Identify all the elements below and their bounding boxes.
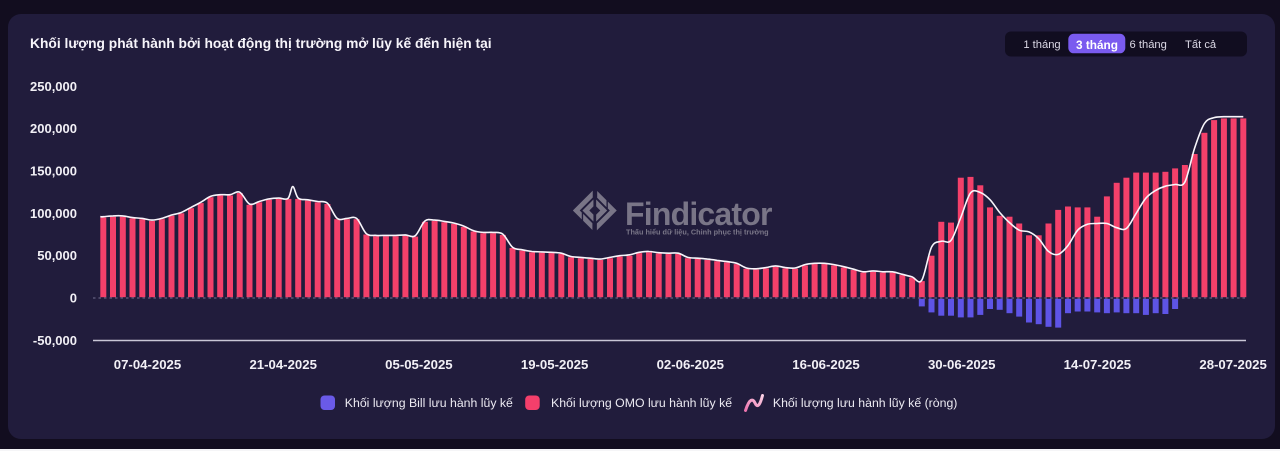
svg-text:3 tháng: 3 tháng bbox=[1076, 38, 1118, 52]
svg-text:150,000: 150,000 bbox=[30, 164, 77, 179]
svg-text:28-07-2025: 28-07-2025 bbox=[1199, 357, 1266, 372]
svg-text:02-06-2025: 02-06-2025 bbox=[657, 357, 724, 372]
svg-text:Khối lượng lưu hành lũy kế (rò: Khối lượng lưu hành lũy kế (ròng) bbox=[773, 396, 957, 410]
svg-text:30-06-2025: 30-06-2025 bbox=[928, 357, 995, 372]
svg-text:05-05-2025: 05-05-2025 bbox=[385, 357, 452, 372]
svg-text:Findicator: Findicator bbox=[625, 196, 772, 232]
svg-text:14-07-2025: 14-07-2025 bbox=[1064, 357, 1131, 372]
svg-text:Khối lượng OMO lưu hành lũy kế: Khối lượng OMO lưu hành lũy kế bbox=[551, 396, 732, 410]
svg-text:07-04-2025: 07-04-2025 bbox=[114, 357, 181, 372]
svg-text:21-04-2025: 21-04-2025 bbox=[249, 357, 316, 372]
svg-text:250,000: 250,000 bbox=[30, 79, 77, 94]
svg-text:Khối lượng phát hành bởi hoạt: Khối lượng phát hành bởi hoạt động thị t… bbox=[30, 36, 492, 51]
svg-text:16-06-2025: 16-06-2025 bbox=[792, 357, 859, 372]
svg-text:0: 0 bbox=[70, 291, 77, 306]
svg-text:Tất cả: Tất cả bbox=[1185, 39, 1217, 51]
svg-text:19-05-2025: 19-05-2025 bbox=[521, 357, 588, 372]
svg-text:1 tháng: 1 tháng bbox=[1023, 39, 1060, 51]
svg-text:6 tháng: 6 tháng bbox=[1130, 39, 1167, 51]
svg-text:200,000: 200,000 bbox=[30, 121, 77, 136]
svg-text:50,000: 50,000 bbox=[37, 248, 77, 263]
svg-text:Thấu hiểu dữ liệu, Chinh phục: Thấu hiểu dữ liệu, Chinh phục thị trường bbox=[626, 228, 769, 237]
svg-text:Khối lượng Bill lưu hành lũy k: Khối lượng Bill lưu hành lũy kế bbox=[345, 396, 513, 410]
svg-text:100,000: 100,000 bbox=[30, 206, 77, 221]
svg-text:-50,000: -50,000 bbox=[33, 333, 77, 348]
